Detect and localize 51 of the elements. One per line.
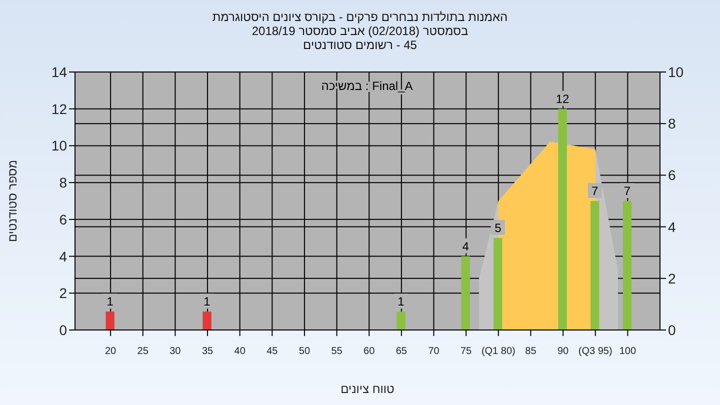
data-label: 7 xyxy=(624,184,631,198)
y-tick-label: 6 xyxy=(59,211,68,228)
y-tick-label: 2 xyxy=(59,285,68,302)
x-tick-label: 50 xyxy=(298,346,310,357)
x-tick-label: 70 xyxy=(428,346,440,357)
y2-tick-label: 6 xyxy=(668,167,676,184)
bar xyxy=(106,312,114,330)
x-tick-label: (Q3 95) xyxy=(578,346,612,357)
bar xyxy=(622,201,632,330)
bar xyxy=(202,312,212,330)
bar xyxy=(590,201,600,330)
y2-tick-label: 2 xyxy=(668,270,676,286)
x-tick-label: 55 xyxy=(331,346,343,357)
data-label: 1 xyxy=(398,294,405,309)
y-tick-label: 12 xyxy=(51,100,68,117)
x-tick-label: 75 xyxy=(460,346,472,357)
y-tick-label: 10 xyxy=(51,138,68,154)
bar xyxy=(494,238,502,330)
x-tick-label: 65 xyxy=(396,346,408,357)
y-tick-label: 14 xyxy=(51,64,68,80)
y-tick-label: 8 xyxy=(59,174,68,191)
x-tick-label: 35 xyxy=(202,346,214,357)
y2-tick-label: 0 xyxy=(668,322,676,338)
y-tick-label: 0 xyxy=(59,322,68,338)
x-tick-label: 20 xyxy=(104,346,117,357)
x-tick-label: 45 xyxy=(266,346,278,357)
x-tick-label: 40 xyxy=(234,346,246,357)
x-tick-label: 25 xyxy=(137,346,149,357)
data-label: 7 xyxy=(592,184,599,198)
data-label: 1 xyxy=(106,294,114,309)
data-label: 12 xyxy=(556,92,570,106)
data-label: 1 xyxy=(204,294,211,309)
x-tick-label: (Q1 80) xyxy=(481,346,516,357)
x-tick-label: 60 xyxy=(364,346,376,357)
x-tick-label: 90 xyxy=(557,346,570,357)
chart-subtitle: בסמסטר (02/2018) אביב סמסטר 2018/19 45 - רשומים סטודנטים xyxy=(250,24,470,52)
x-tick-label: 100 xyxy=(619,346,636,357)
chart-title: האמנות בתולדות נבחרים פרקים - בקורס ציונים היסטוגרמת xyxy=(211,10,509,24)
x-axis-title: טווח ציונים xyxy=(340,382,395,396)
data-label: 4 xyxy=(462,239,470,254)
x-tick-label: 85 xyxy=(525,346,537,357)
y2-tick-label: 10 xyxy=(668,64,684,80)
y-axis-title: מספר סטודנטים xyxy=(5,160,20,242)
y2-tick-label: 4 xyxy=(668,218,676,235)
y2-tick-label: 8 xyxy=(668,116,676,132)
y-tick-label: 4 xyxy=(59,248,68,264)
data-label: 5 xyxy=(494,220,502,235)
bar xyxy=(461,256,470,330)
bar xyxy=(396,312,406,330)
x-tick-label: 30 xyxy=(170,346,182,357)
bar xyxy=(558,108,567,330)
